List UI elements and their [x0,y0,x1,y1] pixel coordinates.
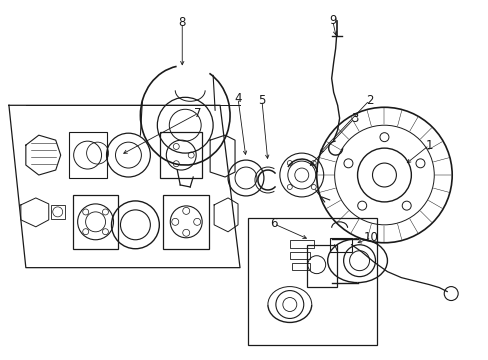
Text: 10: 10 [364,231,378,244]
Text: 6: 6 [269,217,277,230]
Text: 9: 9 [328,14,336,27]
Bar [73,195,118,249]
Bar [306,245,336,287]
Text: 1: 1 [425,139,432,152]
Text: 4: 4 [234,92,241,105]
Text: 8: 8 [178,16,185,29]
Text: 2: 2 [365,94,372,107]
Bar [247,218,377,345]
Bar [291,263,309,270]
Bar [289,240,313,248]
Bar [329,238,351,252]
Bar [51,205,64,219]
Text: 5: 5 [258,94,265,107]
Bar [289,252,309,259]
Bar [163,195,209,249]
Bar [160,132,202,178]
Bar [68,132,106,178]
Text: 7: 7 [194,107,202,120]
Text: 3: 3 [350,112,358,125]
